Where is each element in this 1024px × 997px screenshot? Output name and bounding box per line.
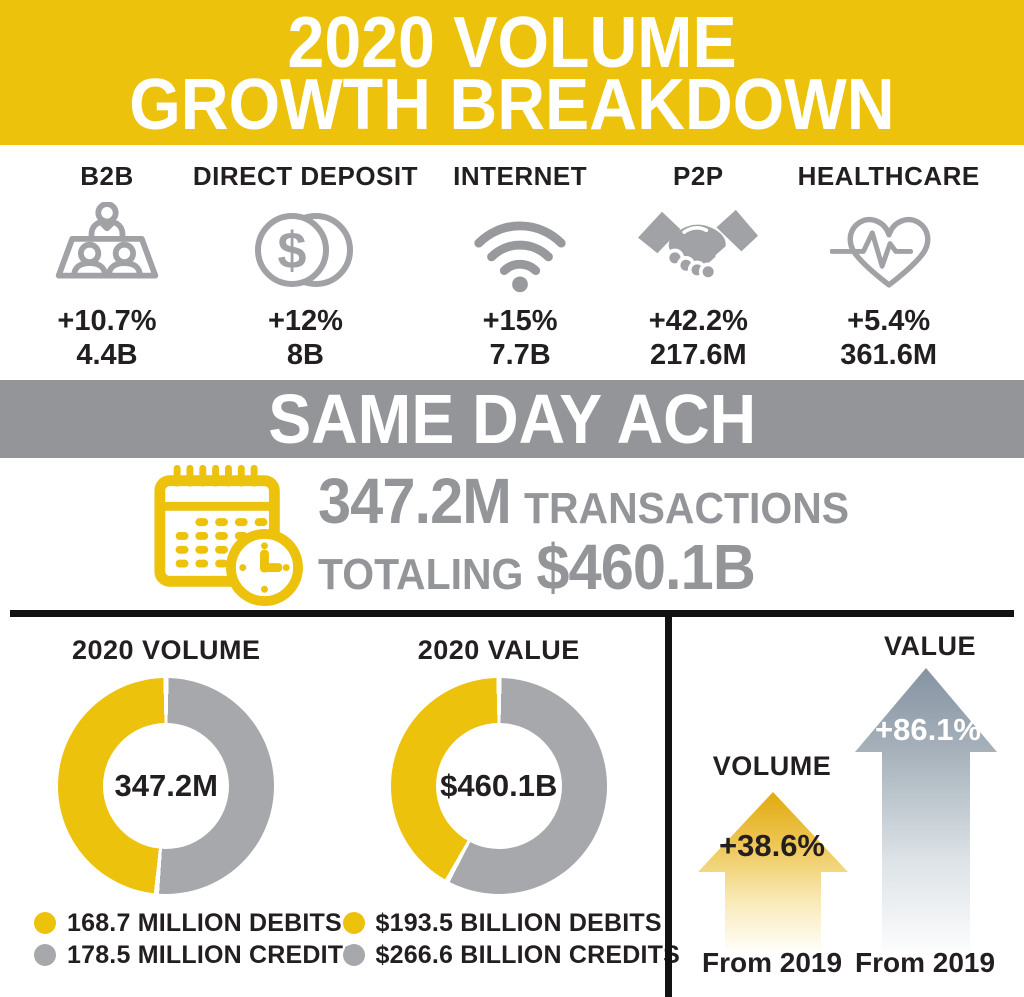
title-banner: 2020 VOLUME GROWTH BREAKDOWN: [0, 0, 1024, 145]
category-growth: +12%: [267, 305, 343, 337]
transactions-label: TRANSACTIONS: [523, 484, 850, 533]
category-volume: 8B: [286, 339, 324, 371]
value-arrow-label: VALUE: [883, 631, 977, 661]
category-direct-deposit: DIRECT DEPOSIT $ +12% 8B: [188, 145, 423, 380]
category-internet: INTERNET +15% 7.7B: [423, 145, 617, 380]
bottom-section: 2020 VOLUME 347.2M 168.7 MILLION DEBITS …: [0, 617, 1024, 997]
debits-dot: [342, 912, 365, 934]
category-growth: +15%: [482, 305, 558, 337]
calendar-clock-icon: [146, 455, 304, 613]
category-label: B2B: [80, 161, 134, 191]
transactions-value: 347.2M: [318, 465, 512, 537]
svg-text:$: $: [278, 222, 307, 280]
category-growth: +5.4%: [847, 305, 931, 337]
debits-dot: [34, 912, 56, 934]
category-volume: 217.6M: [649, 339, 747, 371]
category-label: DIRECT DEPOSIT: [192, 161, 419, 191]
total-value: $460.1B: [536, 531, 755, 603]
category-label: HEALTHCARE: [797, 161, 980, 191]
category-b2b: B2B +10.7% 4.4B: [26, 145, 188, 380]
value-total: $460.1B: [440, 768, 558, 803]
value-donut-chart: $460.1B: [390, 678, 607, 894]
volume-baseline: From 2019: [701, 947, 843, 978]
transactions-line: 347.2M TRANSACTIONS: [318, 468, 849, 534]
category-growth: +10.7%: [57, 305, 157, 337]
category-growth: +42.2%: [648, 305, 748, 337]
value-baseline: From 2019: [854, 947, 996, 978]
coins-icon: $: [188, 196, 423, 304]
category-row: B2B +10.7% 4.4B DIRECT DEPOSIT: [0, 145, 1024, 380]
volume-donut-block: 2020 VOLUME 347.2M 168.7 MILLION DEBITS …: [0, 617, 360, 997]
meeting-icon: [26, 196, 188, 304]
category-label: INTERNET: [453, 161, 588, 191]
value-up-arrow-icon: [855, 668, 997, 960]
debits-label: $193.5 BILLION DEBITS: [375, 908, 662, 937]
same-day-ach-title: SAME DAY ACH: [268, 380, 756, 458]
volume-donut-chart: 347.2M: [58, 678, 275, 894]
legend-row: 168.7 MILLION DEBITS: [34, 907, 360, 939]
value-donut-title: 2020 VALUE: [417, 635, 580, 665]
page-title-line2: GROWTH BREAKDOWN: [129, 64, 895, 145]
value-growth-pct: +86.1%: [874, 712, 982, 747]
volume-growth-pct: +38.6%: [718, 828, 826, 863]
value-donut-block: 2020 VALUE $460.1B $193.5 BILLION DEBITS…: [333, 617, 680, 997]
volume-donut-title: 2020 VOLUME: [71, 635, 261, 665]
category-healthcare: HEALTHCARE +5.4% 361.6M: [779, 145, 998, 380]
category-p2p: P2P: [617, 145, 779, 380]
volume-legend: 168.7 MILLION DEBITS 178.5 MILLION CREDI…: [34, 907, 360, 971]
value-donut-center: $460.1B: [435, 723, 562, 849]
category-label: P2P: [672, 161, 724, 191]
same-day-text: 347.2M TRANSACTIONS TOTALING $460.1B: [318, 468, 889, 600]
credits-dot: [342, 944, 365, 966]
vertical-divider: [665, 617, 672, 997]
volume-donut-center: 347.2M: [103, 723, 230, 849]
volume-up-arrow-icon: [698, 792, 848, 952]
category-volume: 361.6M: [840, 339, 938, 371]
page-title-line1: 2020 VOLUME: [287, 2, 737, 83]
legend-row: 178.5 MILLION CREDITS: [34, 939, 360, 971]
credits-label: $266.6 BILLION CREDITS: [375, 940, 680, 969]
totaling-line: TOTALING $460.1B: [318, 534, 849, 600]
same-day-ach-banner: SAME DAY ACH: [0, 380, 1024, 458]
legend-row: $266.6 BILLION CREDITS: [342, 939, 680, 971]
category-volume: 4.4B: [76, 339, 138, 371]
horizontal-divider: [10, 610, 1014, 617]
handshake-icon: [617, 196, 779, 304]
wifi-icon: [423, 196, 617, 304]
volume-total: 347.2M: [114, 768, 218, 803]
same-day-stats: 347.2M TRANSACTIONS TOTALING $460.1B: [0, 458, 1024, 610]
clock-overlay: [225, 529, 303, 607]
totaling-label: TOTALING: [318, 550, 524, 599]
credits-dot: [34, 944, 56, 966]
legend-row: $193.5 BILLION DEBITS: [342, 907, 680, 939]
volume-arrow-label: VOLUME: [712, 751, 832, 781]
donut-charts: 2020 VOLUME 347.2M 168.7 MILLION DEBITS …: [0, 617, 680, 997]
credits-label: 178.5 MILLION CREDITS: [67, 940, 361, 969]
growth-arrows: VALUE +86.1% From 2019 VOLUME: [672, 617, 1024, 997]
category-volume: 7.7B: [489, 339, 551, 371]
debits-label: 168.7 MILLION DEBITS: [67, 908, 342, 937]
value-legend: $193.5 BILLION DEBITS $266.6 BILLION CRE…: [342, 907, 680, 971]
heart-pulse-icon: [779, 196, 998, 304]
